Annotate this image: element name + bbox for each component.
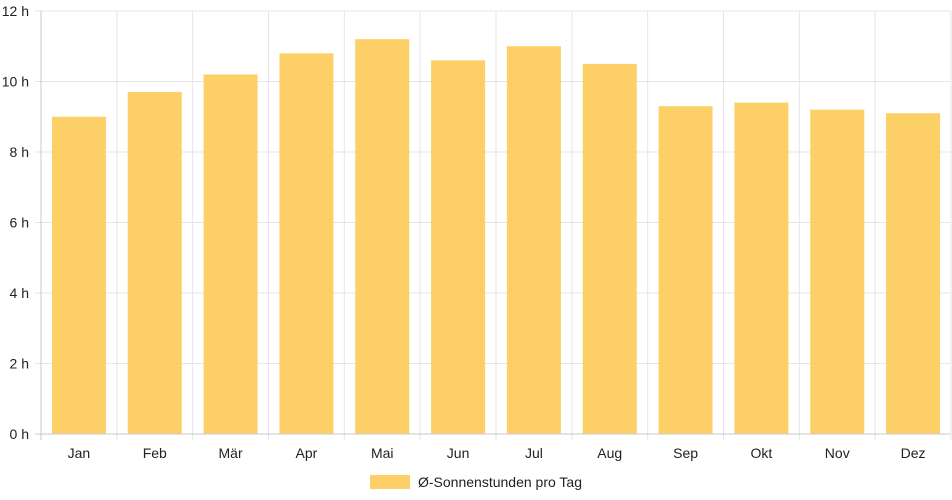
bar-jul[interactable] [506, 46, 561, 434]
x-tick-label: Mär [219, 445, 243, 461]
y-tick-label: 6 h [10, 215, 29, 231]
legend-label[interactable]: Ø-Sonnenstunden pro Tag [418, 474, 582, 490]
x-axis-tick-labels: Jan Feb Mär Apr Mai Jun Jul Aug Sep Okt Nov Dez [68, 445, 926, 461]
bar-dez[interactable] [886, 113, 941, 434]
bars [51, 39, 941, 435]
x-tick-label: Jul [525, 445, 543, 461]
y-tick-label: 12 h [2, 3, 29, 19]
bar-sep[interactable] [658, 106, 713, 435]
bar-okt[interactable] [734, 102, 789, 435]
x-tick-label: Apr [296, 445, 318, 461]
y-tick-label: 0 h [10, 426, 29, 442]
x-tick-label: Okt [751, 445, 773, 461]
bar-apr[interactable] [279, 53, 334, 435]
x-tick-label: Aug [597, 445, 622, 461]
bar-mai[interactable] [355, 39, 410, 434]
bar-feb[interactable] [127, 92, 182, 434]
bar-jan[interactable] [51, 116, 106, 434]
bar-nov[interactable] [810, 109, 865, 434]
y-axis-tick-labels: 0 h 2 h 4 h 6 h 8 h 10 h 12 h [2, 3, 29, 442]
y-tick-label: 8 h [10, 144, 29, 160]
bar-jun[interactable] [431, 60, 486, 434]
grid-lines [35, 10, 952, 440]
bar-aug[interactable] [582, 63, 637, 434]
y-tick-label: 10 h [2, 74, 29, 90]
x-tick-label: Feb [143, 445, 167, 461]
x-tick-label: Jan [68, 445, 91, 461]
x-tick-label: Jun [447, 445, 470, 461]
x-tick-label: Nov [825, 445, 850, 461]
axes [40, 11, 951, 435]
x-tick-label: Dez [901, 445, 926, 461]
bar-mär[interactable] [203, 74, 258, 434]
legend[interactable]: Ø-Sonnenstunden pro Tag [370, 474, 582, 490]
x-tick-label: Mai [371, 445, 394, 461]
y-tick-label: 2 h [10, 356, 29, 372]
x-tick-label: Sep [673, 445, 698, 461]
legend-swatch[interactable] [370, 475, 410, 489]
y-tick-label: 4 h [10, 285, 29, 301]
